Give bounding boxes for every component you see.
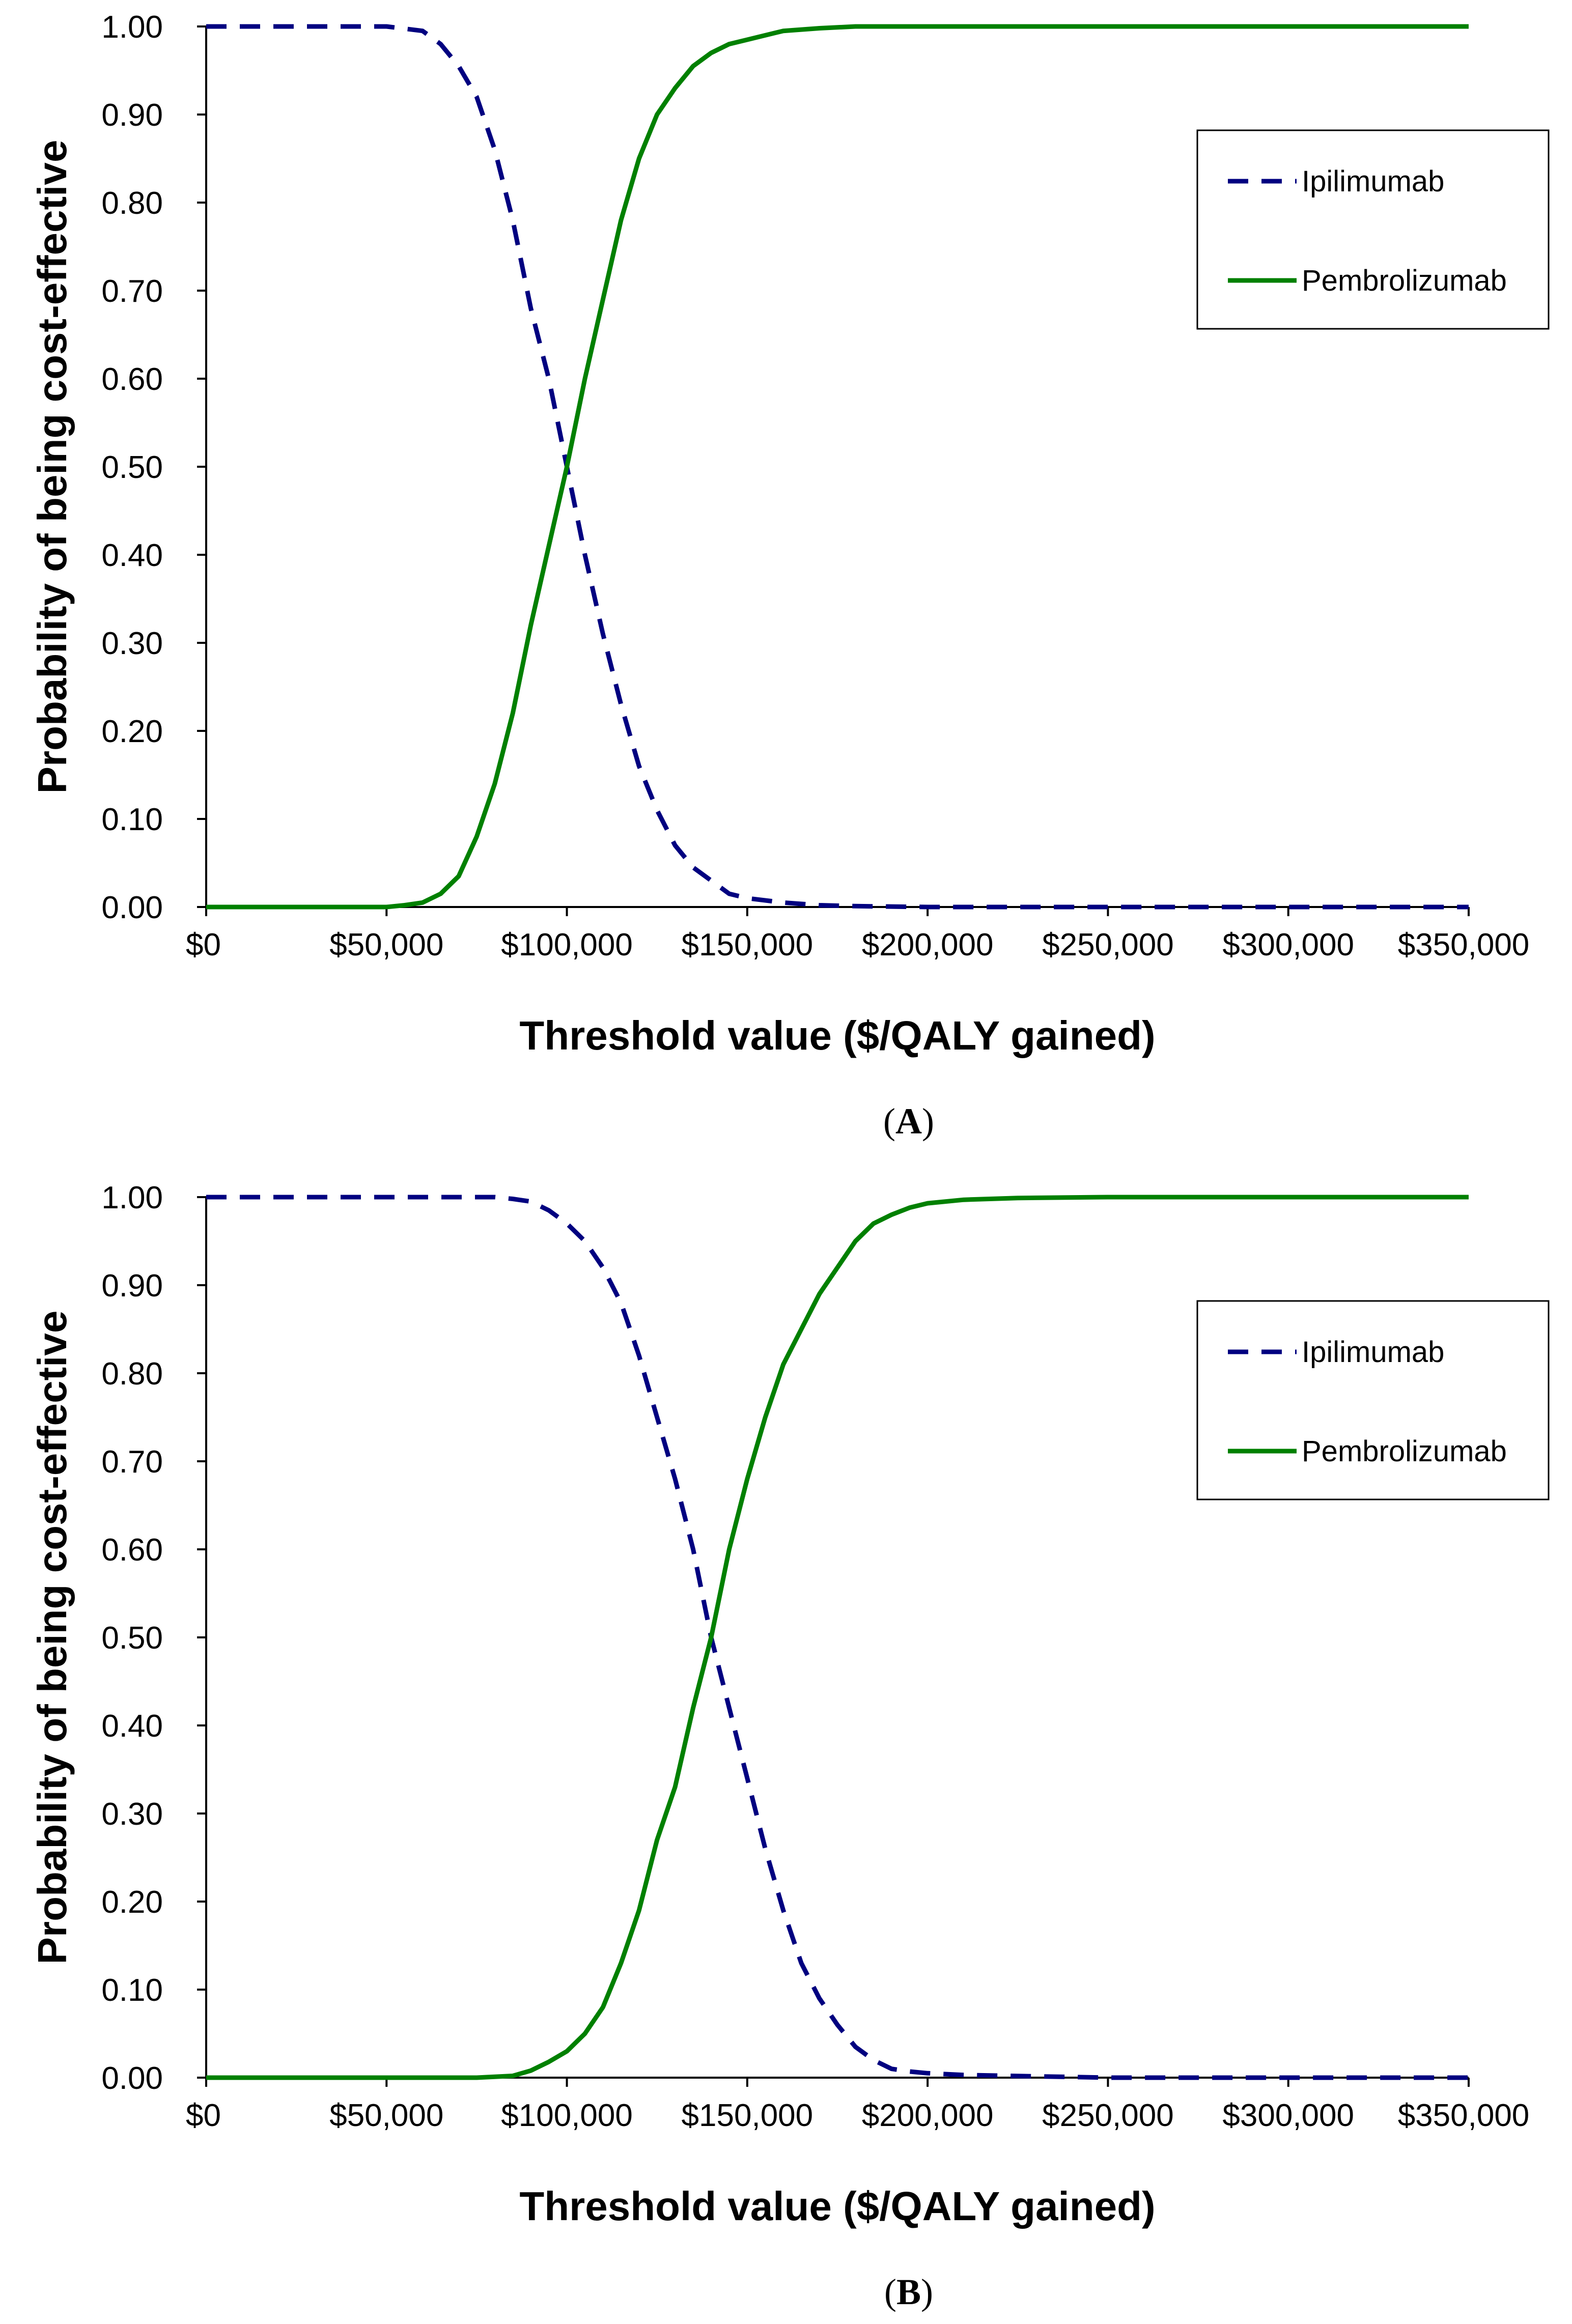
y-tick-label: 0.40 (101, 1709, 163, 1744)
x-tick-label: $200,000 (862, 2098, 994, 2133)
x-tick-label: $350,000 (1398, 2098, 1530, 2133)
x-tick-label: $200,000 (862, 927, 994, 962)
y-tick-label: 0.20 (101, 1885, 163, 1920)
y-tick-label: 0.60 (101, 362, 163, 397)
x-tick-label: $100,000 (501, 927, 633, 962)
legend-label-ipilimumab: Ipilimumab (1302, 165, 1444, 198)
y-tick-label: 0.90 (101, 1268, 163, 1303)
y-tick-label: 0.90 (101, 98, 163, 133)
y-tick-label: 0.40 (101, 538, 163, 573)
figure-panel-a: 0.00 0.10 0.20 0.30 0.40 0.50 0.60 0.70 0.80 0.90… (0, 0, 1572, 1150)
figure-panel-b: 0.00 0.10 0.20 0.30 0.40 0.50 0.60 0.70 0.80 0.90… (0, 1171, 1572, 2321)
x-tick-label: $0 (186, 927, 221, 962)
y-tick-label: 1.00 (101, 10, 163, 45)
legend-label-pembrolizumab: Pembrolizumab (1302, 264, 1507, 297)
y-tick-label: 0.10 (101, 802, 163, 837)
x-tick-label: $150,000 (682, 2098, 813, 2133)
y-tick-label: 1.00 (101, 1180, 163, 1215)
panel-label: (A) (883, 1101, 934, 1142)
y-tick-label: 0.80 (101, 1356, 163, 1392)
legend-box (1196, 1300, 1550, 1500)
y-tick-label: 0.70 (101, 1444, 163, 1480)
y-tick-label: 0.00 (101, 2061, 163, 2096)
y-axis-title: Probability of being cost-effective (30, 1311, 75, 1965)
y-tick-label: 0.10 (101, 1973, 163, 2008)
x-tick-label: $350,000 (1398, 927, 1530, 962)
y-tick-label: 0.00 (101, 890, 163, 925)
x-tick-label: $250,000 (1042, 2098, 1174, 2133)
y-tick-label: 0.60 (101, 1533, 163, 1568)
y-tick-label: 0.30 (101, 626, 163, 661)
series-line-pembrolizumab (206, 1195, 1469, 2080)
panel-label: (B) (884, 2272, 933, 2312)
x-tick-label: $300,000 (1222, 927, 1354, 962)
legend-label-pembrolizumab: Pembrolizumab (1302, 1435, 1507, 1468)
y-tick-label: 0.50 (101, 450, 163, 485)
x-tick-label: $0 (186, 2098, 221, 2133)
x-tick-label: $100,000 (501, 2098, 633, 2133)
legend: Ipilimumab Pembrolizumab (1196, 129, 1550, 330)
y-tick-label: 0.30 (101, 1797, 163, 1832)
x-tick-label: $50,000 (329, 927, 443, 962)
x-axis-title: Threshold value ($/QALY gained) (519, 1013, 1155, 1058)
series-line-ipilimumab (206, 24, 1469, 910)
y-tick-label: 0.50 (101, 1621, 163, 1656)
series-line-pembrolizumab (206, 24, 1469, 910)
chart-a: 0.00 0.10 0.20 0.30 0.40 0.50 0.60 0.70 0.80 0.90… (30, 10, 1550, 1142)
x-axis-title: Threshold value ($/QALY gained) (519, 2184, 1155, 2229)
series-line-ipilimumab (206, 1195, 1469, 2080)
legend-label-ipilimumab: Ipilimumab (1302, 1336, 1444, 1369)
y-axis-title: Probability of being cost-effective (30, 140, 75, 794)
legend-box (1196, 129, 1550, 330)
x-tick-label: $50,000 (329, 2098, 443, 2133)
x-tick-label: $150,000 (682, 927, 813, 962)
x-tick-label: $300,000 (1222, 2098, 1354, 2133)
x-tick-label: $250,000 (1042, 927, 1174, 962)
legend: Ipilimumab Pembrolizumab (1196, 1300, 1550, 1500)
chart-b: 0.00 0.10 0.20 0.30 0.40 0.50 0.60 0.70 0.80 0.90… (30, 1180, 1550, 2312)
y-tick-label: 0.70 (101, 274, 163, 309)
y-tick-label: 0.20 (101, 714, 163, 749)
y-tick-label: 0.80 (101, 186, 163, 221)
